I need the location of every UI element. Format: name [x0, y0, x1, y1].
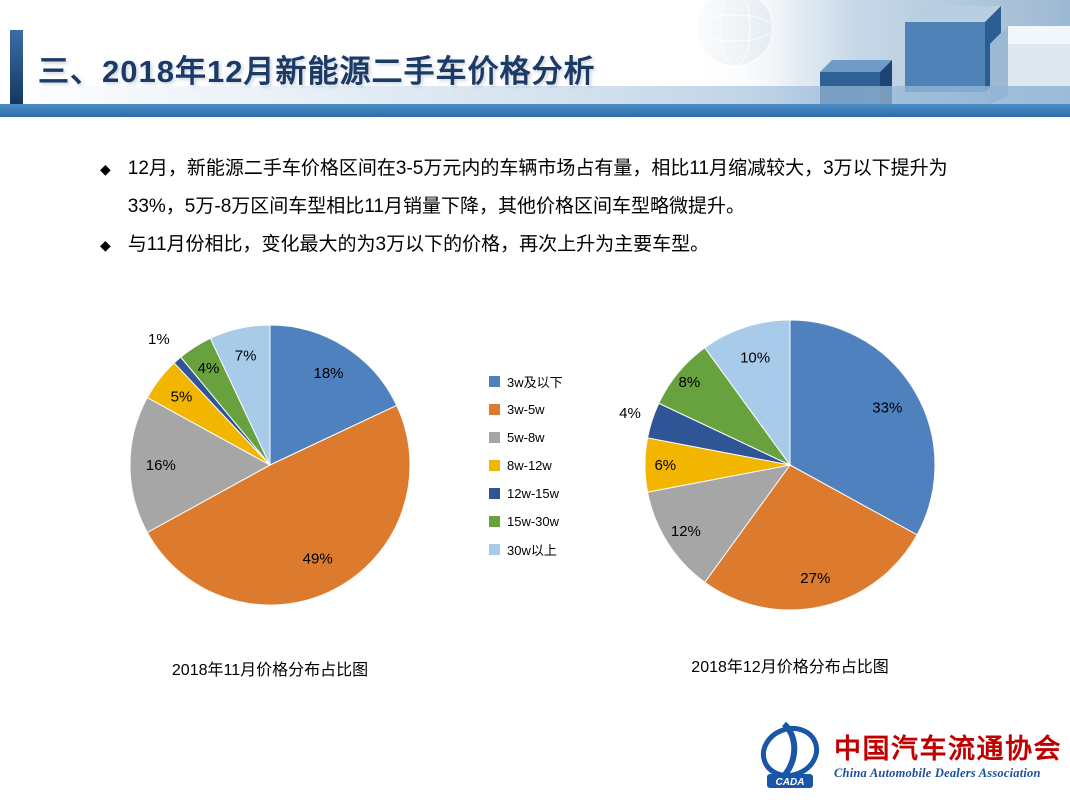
bullet-item: ◆ 12月，新能源二手车价格区间在3-5万元内的车辆市场占有量，相比11月缩减较大…	[100, 150, 948, 226]
legend-label: 8w-12w	[507, 457, 552, 473]
footer-logo: CADA 中国汽车流通协会 China Automobile Dealers A…	[754, 720, 1062, 794]
cada-logo-icon: CADA	[760, 721, 820, 788]
title-accent-bar	[10, 30, 23, 104]
diamond-bullet-icon: ◆	[100, 237, 111, 253]
legend-swatch	[489, 375, 500, 387]
pie-data-label: 6%	[654, 457, 676, 474]
pie-slice	[646, 464, 792, 584]
legend-swatch	[489, 487, 500, 499]
legend-item: 30w以上	[489, 535, 563, 563]
page-title: 三、2018年12月新能源二手车价格分析	[38, 54, 596, 89]
bullet-text: 与11月份相比，变化最大的为3万以下的价格，再次上升为主要车型。	[127, 234, 710, 255]
pie-data-label: 10%	[740, 349, 770, 366]
pie-chart-december: 33% 27% 12% 6% 4% 8% 10%	[619, 319, 936, 611]
chart-caption-november: 2018年11月价格分布占比图	[171, 662, 369, 679]
pie-slice	[129, 396, 272, 534]
pie-data-label: 4%	[619, 405, 641, 422]
legend-swatch	[489, 459, 500, 471]
header-divider-bar	[0, 104, 1070, 117]
legend-item: 3w-5w	[489, 395, 563, 423]
legend-label: 3w-5w	[507, 401, 545, 417]
cada-logo-text: CADA	[776, 777, 805, 788]
pie-slice	[209, 324, 271, 466]
pie-chart-november: 18% 49% 16% 5% 1% 4% 7%	[129, 324, 411, 606]
legend-item: 15w-30w	[489, 507, 563, 535]
legend-label: 15w-30w	[507, 513, 560, 529]
org-name-block: 中国汽车流通协会 China Automobile Dealers Associ…	[834, 733, 1062, 782]
org-name-cn: 中国汽车流通协会	[834, 733, 1062, 764]
pie-data-label: 16%	[146, 457, 176, 474]
pie-slice	[789, 319, 936, 536]
pie-slice	[704, 319, 791, 467]
pie-data-label: 4%	[198, 360, 220, 377]
diamond-bullet-icon: ◆	[100, 161, 111, 177]
chart-legend: 3w及以下 3w-5w 5w-8w 8w-12w 12w-15w 15w-30w 30w以上	[489, 367, 563, 563]
org-name-en: China Automobile Dealers Association	[834, 766, 1041, 781]
bullet-item: ◆ 与11月份相比，变化最大的为3万以下的价格，再次上升为主要车型。	[100, 226, 948, 264]
chart-caption-december: 2018年12月价格分布占比图	[691, 659, 889, 676]
bullet-list: ◆ 12月，新能源二手车价格区间在3-5万元内的车辆市场占有量，相比11月缩减较大…	[100, 150, 948, 264]
pie-slice	[704, 464, 918, 611]
pie-data-label: 33%	[872, 399, 902, 416]
pie-data-label: 49%	[303, 551, 333, 568]
pie-data-label: 27%	[800, 570, 830, 587]
pie-data-label: 1%	[148, 331, 170, 348]
legend-label: 12w-15w	[507, 485, 560, 501]
pie-data-label: 12%	[671, 523, 701, 540]
pie-data-label: 18%	[313, 365, 343, 382]
bullet-text: 12月，新能源二手车价格区间在3-5万元内的车辆市场占有量，相比11月缩减较大，…	[127, 158, 948, 217]
legend-item: 8w-12w	[489, 451, 563, 479]
legend-item: 12w-15w	[489, 479, 563, 507]
header-gradient-strip	[0, 86, 1070, 104]
cube-blue	[905, 6, 1001, 92]
pie-data-label: 7%	[235, 348, 257, 365]
legend-item: 3w及以下	[489, 367, 563, 395]
legend-item: 5w-8w	[489, 423, 563, 451]
legend-swatch	[489, 515, 500, 527]
legend-swatch	[489, 403, 500, 415]
pie-data-label: 8%	[679, 374, 701, 391]
pie-slice	[146, 404, 411, 606]
legend-label: 30w以上	[507, 542, 557, 558]
legend-label: 3w及以下	[507, 374, 563, 390]
legend-label: 5w-8w	[507, 429, 545, 445]
pie-data-label: 5%	[171, 388, 193, 405]
legend-swatch	[489, 543, 500, 555]
legend-swatch	[489, 431, 500, 443]
pie-slice	[269, 324, 398, 466]
header: 三、2018年12月新能源二手车价格分析	[0, 0, 1070, 104]
